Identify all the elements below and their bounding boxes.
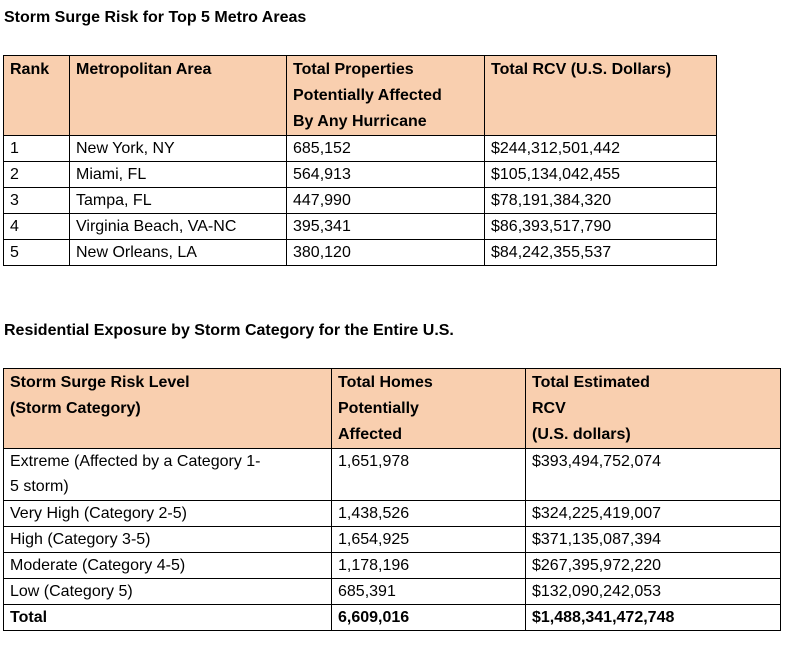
rcv-cell: $86,393,517,790 xyxy=(484,213,717,240)
metro-areas-table: Rank Metropolitan Area Total Properties … xyxy=(3,55,717,266)
risk-level-cell: Moderate (Category 4-5) xyxy=(3,552,332,579)
homes-cell: 1,178,196 xyxy=(331,552,526,579)
total-label-cell: Total xyxy=(3,604,332,631)
table-row: Extreme (Affected by a Category 1- 5 sto… xyxy=(3,448,781,501)
risk-level-cell: Extreme (Affected by a Category 1- 5 sto… xyxy=(3,448,332,501)
properties-cell: 447,990 xyxy=(286,187,485,214)
properties-cell: 395,341 xyxy=(286,213,485,240)
table-title-residential-exposure: Residential Exposure by Storm Category f… xyxy=(4,322,454,339)
homes-cell: 685,391 xyxy=(331,578,526,605)
table-row: Moderate (Category 4-5) 1,178,196 $267,3… xyxy=(3,552,781,579)
column-header-properties-affected: Total Properties Potentially Affected By… xyxy=(286,55,485,136)
column-header-homes-affected: Total Homes Potentially Affected xyxy=(331,368,526,449)
homes-cell: 1,654,925 xyxy=(331,526,526,553)
rcv-cell: $105,134,042,455 xyxy=(484,161,717,188)
metro-area-cell: Tampa, FL xyxy=(69,187,287,214)
rcv-cell: $393,494,752,074 xyxy=(525,448,781,501)
metro-area-cell: New York, NY xyxy=(69,135,287,162)
rank-cell: 4 xyxy=(3,213,70,240)
total-rcv-cell: $1,488,341,472,748 xyxy=(525,604,781,631)
column-header-estimated-rcv: Total Estimated RCV (U.S. dollars) xyxy=(525,368,781,449)
rank-cell: 3 xyxy=(3,187,70,214)
metro-area-cell: Miami, FL xyxy=(69,161,287,188)
properties-cell: 685,152 xyxy=(286,135,485,162)
column-header-metro-area: Metropolitan Area xyxy=(69,55,287,136)
table-row: High (Category 3-5) 1,654,925 $371,135,0… xyxy=(3,526,781,553)
table-row: 3 Tampa, FL 447,990 $78,191,384,320 xyxy=(3,187,717,214)
table-title-metro-areas: Storm Surge Risk for Top 5 Metro Areas xyxy=(4,9,307,26)
metro-area-cell: Virginia Beach, VA-NC xyxy=(69,213,287,240)
table-row: 5 New Orleans, LA 380,120 $84,242,355,53… xyxy=(3,239,717,266)
column-header-rank: Rank xyxy=(3,55,70,136)
residential-exposure-table: Storm Surge Risk Level (Storm Category) … xyxy=(3,368,781,631)
table-header-row: Storm Surge Risk Level (Storm Category) … xyxy=(3,368,781,449)
table-row: Very High (Category 2-5) 1,438,526 $324,… xyxy=(3,500,781,527)
homes-cell: 1,651,978 xyxy=(331,448,526,501)
table-header-row: Rank Metropolitan Area Total Properties … xyxy=(3,55,717,136)
rcv-cell: $371,135,087,394 xyxy=(525,526,781,553)
rcv-cell: $132,090,242,053 xyxy=(525,578,781,605)
rcv-cell: $84,242,355,537 xyxy=(484,239,717,266)
table-total-row: Total 6,609,016 $1,488,341,472,748 xyxy=(3,604,781,631)
rcv-cell: $78,191,384,320 xyxy=(484,187,717,214)
risk-level-cell: Very High (Category 2-5) xyxy=(3,500,332,527)
risk-level-cell: Low (Category 5) xyxy=(3,578,332,605)
rcv-cell: $244,312,501,442 xyxy=(484,135,717,162)
table-row: 1 New York, NY 685,152 $244,312,501,442 xyxy=(3,135,717,162)
rank-cell: 5 xyxy=(3,239,70,266)
column-header-risk-level: Storm Surge Risk Level (Storm Category) xyxy=(3,368,332,449)
rcv-cell: $324,225,419,007 xyxy=(525,500,781,527)
properties-cell: 380,120 xyxy=(286,239,485,266)
total-homes-cell: 6,609,016 xyxy=(331,604,526,631)
column-header-total-rcv: Total RCV (U.S. Dollars) xyxy=(484,55,717,136)
rcv-cell: $267,395,972,220 xyxy=(525,552,781,579)
rank-cell: 2 xyxy=(3,161,70,188)
metro-area-cell: New Orleans, LA xyxy=(69,239,287,266)
table-row: Low (Category 5) 685,391 $132,090,242,05… xyxy=(3,578,781,605)
homes-cell: 1,438,526 xyxy=(331,500,526,527)
risk-level-cell: High (Category 3-5) xyxy=(3,526,332,553)
table-row: 2 Miami, FL 564,913 $105,134,042,455 xyxy=(3,161,717,188)
table-row: 4 Virginia Beach, VA-NC 395,341 $86,393,… xyxy=(3,213,717,240)
rank-cell: 1 xyxy=(3,135,70,162)
properties-cell: 564,913 xyxy=(286,161,485,188)
